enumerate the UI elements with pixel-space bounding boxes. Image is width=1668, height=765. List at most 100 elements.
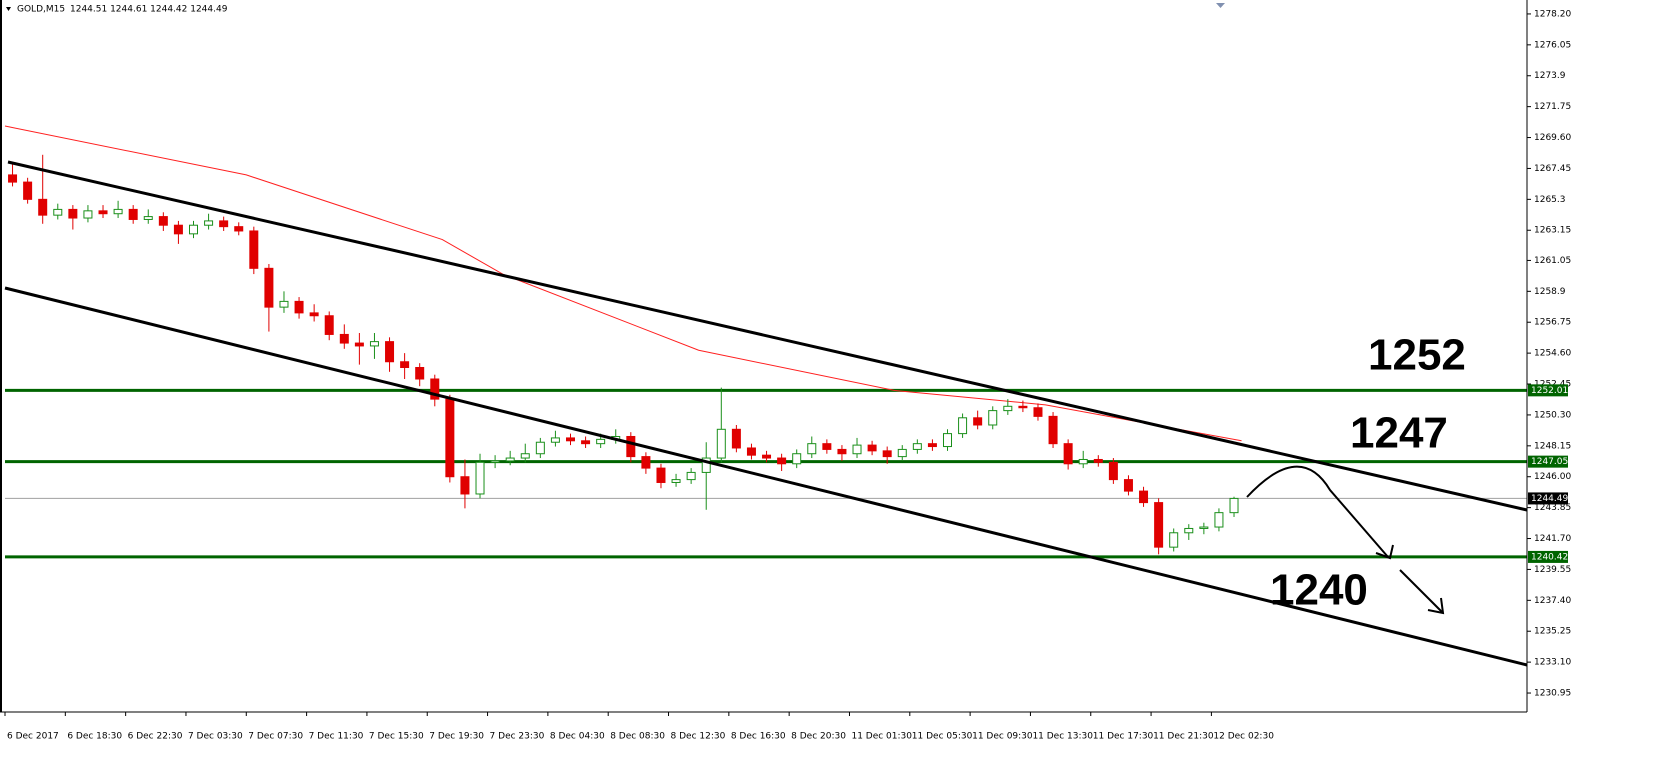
candle-body bbox=[430, 378, 440, 400]
candle-body bbox=[264, 267, 274, 308]
x-tick-label: 8 Dec 12:30 bbox=[671, 732, 726, 742]
y-tick-label: 1258.9 bbox=[1534, 287, 1566, 297]
x-tick-label: 11 Dec 09:30 bbox=[972, 732, 1033, 742]
candle-body bbox=[189, 224, 198, 235]
candle-body bbox=[1063, 443, 1073, 465]
candle-body bbox=[1184, 527, 1194, 534]
candle-body bbox=[520, 453, 530, 459]
y-tick-label: 1267.45 bbox=[1534, 164, 1571, 174]
x-tick-label: 11 Dec 13:30 bbox=[1032, 732, 1093, 742]
candle-body bbox=[656, 467, 666, 483]
candle-body bbox=[837, 448, 847, 455]
candle-body bbox=[173, 224, 183, 235]
channel-upper bbox=[7, 160, 1528, 512]
candle-body bbox=[38, 198, 48, 216]
candle-body bbox=[83, 210, 93, 219]
candle-body bbox=[204, 220, 214, 226]
candle-body bbox=[249, 230, 259, 269]
candle-body bbox=[671, 479, 681, 483]
header-prices: 1244.51 1244.61 1244.42 1244.49 bbox=[70, 5, 228, 15]
level-label: 1247.05 bbox=[1531, 457, 1568, 467]
menu-triangle[interactable] bbox=[6, 7, 11, 11]
y-tick-label: 1276.05 bbox=[1534, 40, 1571, 50]
candle-body bbox=[1154, 502, 1164, 548]
y-tick-label: 1248.15 bbox=[1534, 441, 1571, 451]
candle-body bbox=[505, 457, 515, 462]
x-tick-label: 7 Dec 11:30 bbox=[309, 732, 364, 742]
moving-average bbox=[4, 125, 1242, 442]
y-tick-label: 1278.20 bbox=[1534, 9, 1571, 19]
candle-body bbox=[1048, 415, 1058, 445]
y-tick-label: 1265.3 bbox=[1534, 195, 1566, 205]
candle-body bbox=[1169, 532, 1179, 548]
candle-body bbox=[1018, 405, 1028, 409]
candle-body bbox=[1093, 458, 1103, 463]
candle-body bbox=[927, 443, 937, 448]
y-tick-label: 1239.55 bbox=[1534, 565, 1571, 575]
candle-body bbox=[98, 210, 108, 215]
x-tick-label: 11 Dec 17:30 bbox=[1093, 732, 1154, 742]
level-label: 1240.42 bbox=[1531, 552, 1568, 562]
x-tick-label: 8 Dec 20:30 bbox=[791, 732, 846, 742]
channel-lower bbox=[4, 286, 1528, 667]
annotation: 1247 bbox=[1350, 409, 1448, 458]
annotation: 1252 bbox=[1368, 331, 1466, 380]
candle-body bbox=[294, 300, 304, 314]
y-tick-label: 1263.15 bbox=[1534, 226, 1571, 236]
y-tick-label: 1273.9 bbox=[1534, 71, 1566, 81]
y-tick-label: 1230.95 bbox=[1534, 689, 1571, 699]
candle-body bbox=[535, 441, 545, 455]
candle-body bbox=[460, 476, 470, 495]
shift-marker[interactable] bbox=[1216, 3, 1225, 8]
candle-body bbox=[716, 428, 726, 459]
candle-body bbox=[626, 435, 636, 458]
candle-body bbox=[415, 366, 425, 380]
candle-body bbox=[762, 454, 772, 459]
candle-body bbox=[912, 443, 922, 450]
candle-body bbox=[475, 461, 485, 495]
x-tick-label: 7 Dec 07:30 bbox=[248, 732, 303, 742]
candle-body bbox=[1033, 407, 1043, 417]
x-tick-label: 6 Dec 22:30 bbox=[128, 732, 183, 742]
arrow-head bbox=[1375, 544, 1394, 560]
candle-body bbox=[53, 208, 63, 216]
candle-body bbox=[897, 448, 907, 458]
arrow-head bbox=[1427, 597, 1445, 615]
level-label-box bbox=[1528, 550, 1568, 563]
projection-curve bbox=[1246, 465, 1389, 558]
y-tick-label: 1271.75 bbox=[1534, 102, 1571, 112]
candle-body bbox=[566, 437, 575, 442]
candle-body bbox=[143, 216, 153, 220]
candle-body bbox=[445, 398, 455, 478]
candle-body bbox=[852, 444, 862, 455]
projection-arrow bbox=[1399, 569, 1443, 613]
candle-body bbox=[1078, 458, 1088, 465]
y-tick-label: 1246.00 bbox=[1534, 472, 1571, 482]
x-tick-label: 6 Dec 18:30 bbox=[67, 732, 122, 742]
candle-body bbox=[973, 417, 983, 426]
y-tick-label: 1243.85 bbox=[1534, 503, 1571, 513]
candle-body bbox=[68, 208, 78, 219]
level-label: 1252.01 bbox=[1531, 386, 1568, 396]
candle-body bbox=[369, 341, 379, 347]
candle-body bbox=[822, 443, 832, 450]
x-tick-label: 8 Dec 04:30 bbox=[550, 732, 605, 742]
y-tick-label: 1254.60 bbox=[1534, 349, 1571, 359]
candle-body bbox=[1214, 512, 1224, 528]
candle-body bbox=[1123, 479, 1133, 492]
annotation: 1240 bbox=[1270, 566, 1368, 615]
candle-body bbox=[958, 417, 968, 435]
y-tick-label: 1241.70 bbox=[1534, 534, 1571, 544]
candle-body bbox=[400, 361, 410, 368]
x-tick-label: 7 Dec 03:30 bbox=[188, 732, 243, 742]
candle-body bbox=[113, 208, 123, 215]
candle-body bbox=[1199, 526, 1209, 529]
candle-body bbox=[1108, 461, 1118, 481]
candle-body bbox=[550, 437, 560, 443]
x-tick-label: 11 Dec 21:30 bbox=[1153, 732, 1214, 742]
y-tick-label: 1269.60 bbox=[1534, 133, 1571, 143]
y-tick-label: 1233.10 bbox=[1534, 658, 1571, 668]
candle-body bbox=[641, 456, 651, 469]
candle-body bbox=[23, 181, 33, 200]
